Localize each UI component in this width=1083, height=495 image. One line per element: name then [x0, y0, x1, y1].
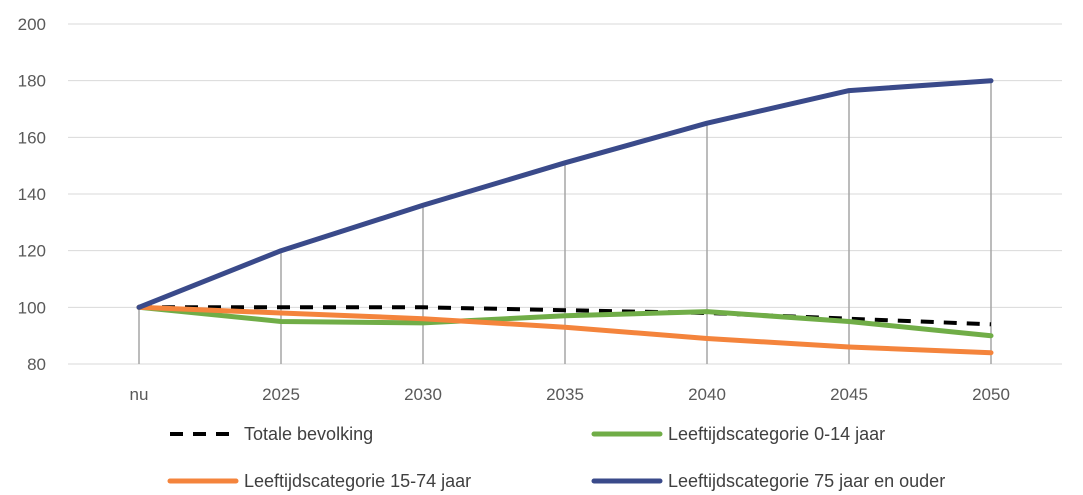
legend-item-1: Totale bevolking — [170, 424, 373, 444]
series-line-2 — [136, 304, 994, 339]
legend-label: Leeftijdscategorie 75 jaar en ouder — [668, 471, 945, 491]
legend-label: Leeftijdscategorie 0-14 jaar — [668, 424, 885, 444]
legend-label: Leeftijdscategorie 15-74 jaar — [244, 471, 471, 491]
y-tick-label: 180 — [18, 72, 46, 91]
x-tick-label: nu — [130, 385, 149, 404]
x-tick-label: 2040 — [688, 385, 726, 404]
x-tick-label: 2035 — [546, 385, 584, 404]
y-tick-label: 100 — [18, 298, 46, 317]
x-axis-ticks: nu 2025 2030 2035 2040 2045 2050 — [130, 385, 1010, 404]
y-tick-label: 160 — [18, 128, 46, 147]
x-tick-label: 2050 — [972, 385, 1010, 404]
y-tick-label: 140 — [18, 185, 46, 204]
series-line-1 — [139, 305, 992, 327]
x-tick-label: 2045 — [830, 385, 868, 404]
x-tick-label: 2025 — [262, 385, 300, 404]
legend-item-2: Leeftijdscategorie 0-14 jaar — [591, 424, 885, 444]
y-tick-label: 80 — [27, 355, 46, 374]
y-tick-label: 120 — [18, 242, 46, 261]
legend-item-4: Leeftijdscategorie 75 jaar en ouder — [591, 471, 945, 491]
series-lines — [136, 78, 994, 356]
series-line-3 — [136, 304, 994, 356]
drop-lines — [138, 80, 992, 364]
legend: Totale bevolking Leeftijdscategorie 0-14 … — [167, 424, 945, 491]
x-tick-label: 2030 — [404, 385, 442, 404]
series-line-4 — [136, 78, 994, 310]
legend-label: Totale bevolking — [244, 424, 373, 444]
y-axis-ticks: 80 100 120 140 160 180 200 — [18, 15, 46, 374]
legend-item-3: Leeftijdscategorie 15-74 jaar — [167, 471, 471, 491]
y-tick-label: 200 — [18, 15, 46, 34]
